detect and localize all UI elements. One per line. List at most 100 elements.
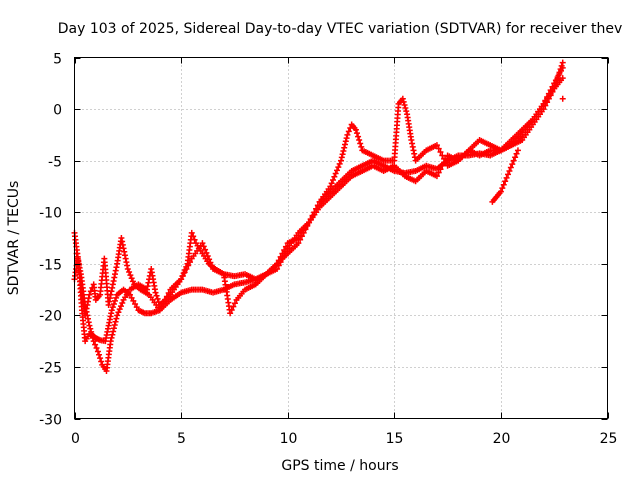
data-point xyxy=(181,269,188,276)
data-point xyxy=(300,229,307,236)
y-tick-label: -10 xyxy=(39,206,62,222)
data-point xyxy=(162,296,169,303)
data-point xyxy=(92,341,99,348)
data-point xyxy=(179,272,186,279)
data-point xyxy=(110,301,117,308)
data-point xyxy=(302,226,309,233)
data-point xyxy=(500,181,507,188)
data-point xyxy=(88,331,95,338)
data-point xyxy=(128,294,135,301)
data-point xyxy=(505,171,512,178)
data-point xyxy=(400,98,407,105)
data-point xyxy=(86,291,93,298)
data-point xyxy=(439,152,446,159)
series-track-4 xyxy=(489,147,521,205)
data-point xyxy=(199,240,206,247)
data-point xyxy=(556,69,563,76)
data-point xyxy=(93,345,100,352)
data-point xyxy=(165,290,172,297)
data-point xyxy=(540,106,547,113)
data-point xyxy=(313,205,320,212)
data-point xyxy=(156,307,163,314)
data-point xyxy=(307,216,314,223)
data-point xyxy=(129,278,136,285)
data-point xyxy=(433,173,440,180)
data-point xyxy=(110,325,117,332)
data-point xyxy=(338,157,344,164)
data-point xyxy=(130,297,137,304)
data-point xyxy=(114,312,121,319)
data-point xyxy=(306,219,313,226)
data-point xyxy=(208,262,215,269)
data-point xyxy=(97,355,104,362)
data-point xyxy=(327,183,334,190)
data-point xyxy=(124,265,131,272)
data-point xyxy=(112,297,119,304)
data-point xyxy=(435,145,442,152)
y-tick-label: -25 xyxy=(39,361,62,377)
data-point xyxy=(160,300,167,307)
chart-title: Day 103 of 2025, Sidereal Day-to-day VTE… xyxy=(58,21,622,37)
data-point xyxy=(203,249,210,256)
data-point xyxy=(401,101,408,108)
data-point xyxy=(551,85,558,92)
data-point xyxy=(231,300,238,307)
data-point xyxy=(402,105,409,112)
data-point xyxy=(357,140,364,147)
data-point xyxy=(435,169,442,176)
data-point xyxy=(86,322,93,329)
data-point xyxy=(437,149,444,156)
series-track-3 xyxy=(73,59,566,319)
data-point xyxy=(178,276,185,283)
data-point xyxy=(98,358,105,365)
data-point xyxy=(558,62,565,69)
data-point xyxy=(163,293,170,300)
data-point xyxy=(559,59,566,66)
data-point xyxy=(185,262,192,269)
data-point xyxy=(355,133,362,140)
data-point xyxy=(399,95,406,102)
data-point xyxy=(116,306,123,313)
data-point xyxy=(340,147,347,154)
data-point xyxy=(497,188,504,195)
data-point xyxy=(152,289,159,296)
x-tick-label: 20 xyxy=(493,431,511,447)
data-point xyxy=(188,229,195,236)
x-tick-label: 25 xyxy=(600,431,618,447)
data-point xyxy=(204,253,211,260)
x-axis-label: GPS time / hours xyxy=(281,458,398,474)
data-point xyxy=(513,150,520,157)
data-point xyxy=(183,265,190,272)
data-point xyxy=(126,269,133,276)
data-point xyxy=(206,256,213,263)
data-point xyxy=(506,167,513,174)
data-point xyxy=(547,92,554,99)
data-point xyxy=(314,202,321,209)
y-tick-label: -20 xyxy=(39,309,62,325)
y-tick-label: 5 xyxy=(53,52,62,68)
plot-frame xyxy=(74,57,608,419)
data-point xyxy=(502,178,509,185)
data-point xyxy=(90,338,97,345)
data-point xyxy=(113,294,120,301)
data-point xyxy=(109,304,116,311)
data-point xyxy=(328,180,335,187)
y-axis-label: SDTVAR / TECUs xyxy=(6,181,22,296)
data-point xyxy=(113,315,120,322)
x-tick-label: 5 xyxy=(177,431,186,447)
data-point xyxy=(557,66,564,73)
data-point xyxy=(442,159,449,166)
data-point xyxy=(309,212,316,219)
data-point xyxy=(111,322,118,329)
data-point xyxy=(553,78,560,85)
data-point xyxy=(437,166,444,173)
data-point xyxy=(559,75,566,82)
data-point xyxy=(154,295,161,302)
data-point xyxy=(311,209,318,216)
data-point xyxy=(344,131,351,138)
data-point xyxy=(545,95,552,102)
data-points xyxy=(71,59,566,375)
data-point xyxy=(338,154,345,161)
data-point xyxy=(336,160,343,167)
data-point xyxy=(403,108,410,115)
